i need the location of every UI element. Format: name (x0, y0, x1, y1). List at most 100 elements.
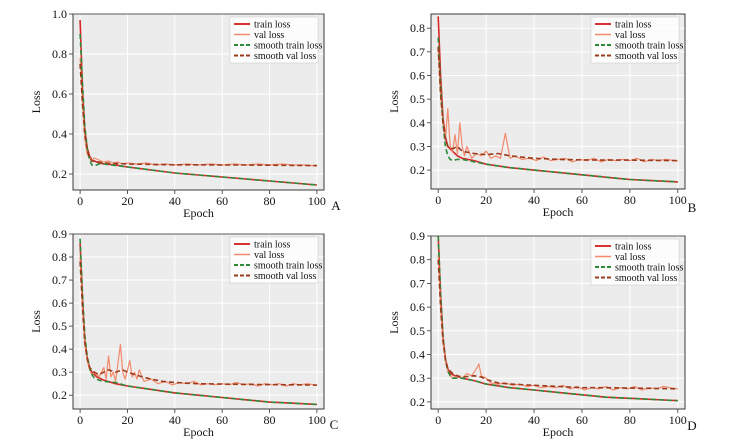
x-tick-label: 60 (216, 413, 228, 427)
legend-label: smooth val loss (254, 51, 316, 62)
plot-frame (72, 13, 325, 191)
legend-label: smooth val loss (615, 273, 677, 284)
legend-label: smooth val loss (254, 271, 316, 282)
legend-label: val loss (254, 250, 284, 261)
legend-label: train loss (615, 20, 651, 31)
panel-label: A (331, 198, 341, 213)
y-tick-label: 0.7 (410, 45, 425, 59)
series-line-smooth-train-loss (79, 33, 317, 186)
y-axis-label: Loss (29, 310, 43, 333)
y-tick-label: 0.7 (52, 273, 67, 287)
x-axis-label: Epoch (543, 425, 574, 439)
y-tick-label: 0.4 (410, 347, 425, 361)
series-line-smooth-train-loss (79, 238, 317, 406)
x-tick-label: 80 (624, 193, 636, 207)
x-tick-label: 60 (576, 413, 588, 427)
y-tick-label: 0.8 (410, 253, 425, 267)
legend-label: train loss (254, 240, 290, 251)
y-tick-label: 0.4 (410, 116, 425, 130)
x-tick-label: 60 (576, 193, 588, 207)
legend-label: smooth train loss (615, 263, 683, 274)
y-tick-label: 0.3 (52, 365, 67, 379)
x-tick-label: 100 (308, 194, 326, 208)
y-tick-label: 0.8 (52, 250, 67, 264)
x-tick-label: 0 (435, 413, 441, 427)
x-tick-label: 0 (77, 194, 83, 208)
y-tick-label: 0.2 (410, 163, 425, 177)
x-tick-label: 80 (264, 194, 276, 208)
x-tick-label: 100 (669, 413, 687, 427)
x-tick-label: 100 (669, 193, 687, 207)
y-tick-label: 0.5 (410, 92, 425, 106)
y-tick-label: 0.4 (52, 127, 67, 141)
y-tick-label: 0.9 (52, 227, 67, 241)
x-tick-label: 40 (169, 194, 181, 208)
x-tick-label: 20 (121, 194, 133, 208)
y-tick-label: 0.6 (410, 300, 425, 314)
chart-panel-b: 0 20 40 60 80 100 0.2 0.3 0.4 0.5 0.6 0.7 0.8 Epoch Lo… (387, 13, 697, 219)
x-tick-label: 0 (77, 413, 83, 427)
y-tick-label: 0.2 (52, 388, 67, 402)
y-tick-label: 0.6 (410, 68, 425, 82)
y-axis-label: Loss (387, 90, 401, 113)
x-tick-label: 0 (435, 193, 441, 207)
legend-label: smooth train loss (254, 261, 322, 272)
y-tick-label: 0.4 (52, 342, 67, 356)
series-line-smooth-train-loss (437, 37, 678, 183)
x-tick-label: 20 (121, 413, 133, 427)
y-tick-label: 0.9 (410, 229, 425, 243)
y-tick-label: 0.8 (410, 21, 425, 35)
x-tick-label: 40 (528, 413, 540, 427)
y-tick-label: 0.2 (410, 395, 425, 409)
series-line-val-loss (79, 256, 317, 387)
legend-label: train loss (615, 242, 651, 253)
y-tick-label: 0.5 (52, 319, 67, 333)
series-line-smooth-val-loss (437, 47, 678, 162)
y-tick-label: 0.6 (52, 296, 67, 310)
y-axis-label: Loss (29, 90, 43, 113)
chart-panel-c: 0 20 40 60 80 100 0.2 0.3 0.4 0.5 0.6 0.7 0.8 0.9 Epoc… (29, 227, 338, 439)
x-tick-label: 20 (480, 193, 492, 207)
y-tick-label: 0.2 (52, 167, 67, 181)
panel-label: B (688, 200, 697, 215)
chart-panel-a: 0 20 40 60 80 100 0.2 0.4 0.6 0.8 1.0 Epoch Loss Atra… (29, 7, 341, 220)
x-tick-label: 80 (624, 413, 636, 427)
series-line-smooth-val-loss (437, 259, 678, 390)
y-tick-label: 1.0 (52, 7, 67, 21)
chart-panel-d: 0 20 40 60 80 100 0.2 0.3 0.4 0.5 0.6 0.7 0.8 0.9 Epoc… (387, 229, 697, 439)
x-tick-label: 80 (264, 413, 276, 427)
y-tick-label: 0.5 (410, 324, 425, 338)
x-tick-label: 60 (216, 194, 228, 208)
y-tick-label: 0.3 (410, 371, 425, 385)
legend-label: val loss (254, 30, 284, 41)
panel-label: D (687, 418, 696, 433)
y-axis-label: Loss (387, 311, 401, 334)
y-tick-label: 0.3 (410, 139, 425, 153)
legend-label: val loss (615, 30, 645, 41)
x-axis-label: Epoch (183, 425, 214, 439)
plot-frame (430, 235, 686, 410)
legend-label: val loss (615, 252, 645, 263)
x-axis-label: Epoch (183, 206, 214, 220)
legend-label: smooth val loss (615, 51, 677, 62)
panel-label: C (330, 417, 339, 432)
y-tick-label: 0.7 (410, 276, 425, 290)
plot-frame (72, 233, 325, 410)
legend-label: smooth train loss (615, 41, 683, 52)
x-tick-label: 40 (169, 413, 181, 427)
legend-label: train loss (254, 20, 290, 31)
legend-label: smooth train loss (254, 41, 322, 52)
x-tick-label: 100 (308, 413, 326, 427)
x-axis-label: Epoch (543, 205, 574, 219)
plot-frame (430, 13, 686, 190)
y-tick-label: 0.6 (52, 87, 67, 101)
x-tick-label: 40 (528, 193, 540, 207)
series-line-smooth-val-loss (79, 63, 317, 167)
x-tick-label: 20 (480, 413, 492, 427)
y-tick-label: 0.8 (52, 47, 67, 61)
